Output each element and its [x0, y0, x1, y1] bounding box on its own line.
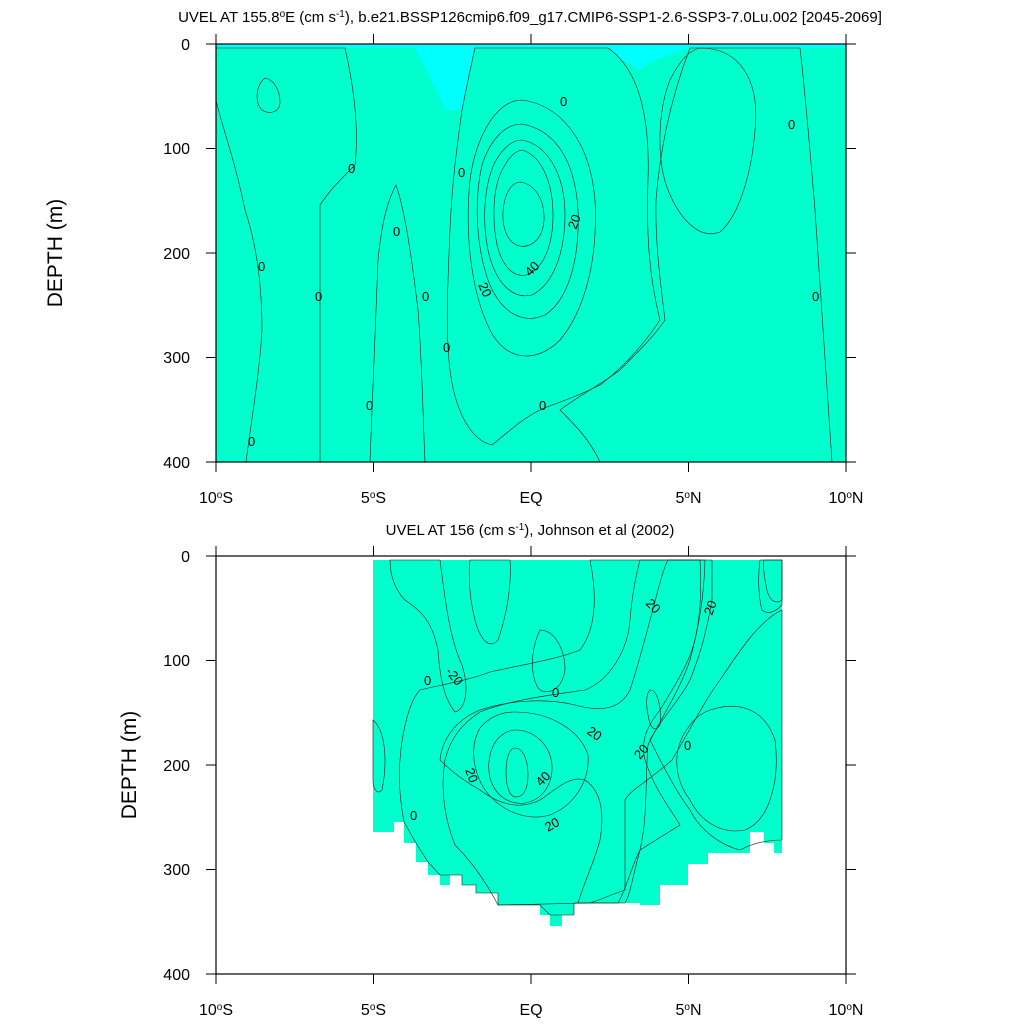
top-clabel-15: 0: [812, 289, 819, 304]
bot-clabel-1: 0: [424, 673, 431, 688]
bot-clabel-6: 20: [584, 723, 604, 744]
top-fill-0-10-mid: [369, 184, 426, 463]
top-ylabel-300: 300: [163, 350, 190, 367]
bot-clabel-9: 20: [542, 814, 562, 834]
top-clabel-1: 0: [258, 259, 265, 274]
top-clabel-11: 0: [788, 117, 795, 132]
top-fill-30-40: [484, 139, 566, 297]
top-clabel-9: 0: [539, 398, 546, 413]
top-clabel-2: 0: [315, 289, 322, 304]
top-y-tick-labels: 0 100 200 300 400: [163, 37, 190, 472]
top-clabel-7: 0: [443, 340, 450, 355]
top-ylabel-400: 400: [163, 455, 190, 472]
top-clabel-5: 0: [393, 224, 400, 239]
bottom-fill-lt-m20-eq: [532, 629, 566, 693]
bot-xlabel-10s: 10oS: [199, 1002, 233, 1020]
top-fill-0-10-east: [559, 47, 833, 463]
bot-xlabel-eq: EQ: [519, 1002, 542, 1019]
top-clabel-12: 20: [565, 212, 584, 231]
bot-ylabel-100: 100: [163, 653, 190, 670]
top-xlabel-10s: 10oS: [199, 490, 233, 508]
bottom-y-axis-title: DEPTH (m): [118, 711, 141, 820]
top-clabel-14: 20: [475, 280, 495, 299]
bottom-data-region: [373, 560, 782, 926]
top-xlabel-eq: EQ: [519, 490, 542, 507]
bot-ylabel-400: 400: [163, 967, 190, 984]
top-fill-10-20-blob: [256, 77, 281, 113]
bot-clabel-3: 0: [410, 808, 417, 823]
bot-clabel-5: 20: [701, 598, 720, 617]
top-clabel-0: 0: [248, 434, 255, 449]
bottom-ticks: [206, 546, 856, 984]
bottom-x-tick-labels: 10oS 5oS EQ 5oN 10oN: [199, 1002, 863, 1020]
top-fill-40-50: [493, 149, 554, 276]
top-x-tick-labels: 10oS 5oS EQ 5oN 10oN: [199, 490, 863, 508]
bottom-fill-20-30: [439, 559, 706, 904]
bottom-fill-30-40: [473, 711, 589, 818]
top-plot-area: 0 0 0 0 0 0 0 0 0 0 0 0 20 40 20 0: [215, 44, 846, 463]
bottom-panel: UVEL AT 156 (cm s-1), Johnson et al (200…: [118, 522, 863, 1020]
top-xlabel-5n: 5oN: [675, 490, 701, 508]
top-fill-20-30: [476, 123, 579, 319]
top-fill-0-10-main: [446, 47, 661, 446]
bottom-fill-0-10: [398, 559, 783, 906]
bot-ylabel-300: 300: [163, 862, 190, 879]
bot-xlabel-5n: 5oN: [675, 1002, 701, 1020]
bottom-plot-area: -20 0 0 0 20 20 20 20 20 20 40 0: [372, 559, 783, 926]
top-xlabel-10n: 10oN: [829, 490, 864, 508]
bottom-fill-gt-50: [505, 747, 529, 798]
top-ylabel-0: 0: [181, 37, 190, 54]
top-ticks: [206, 34, 856, 472]
top-chart-title: UVEL AT 155.8oE (cm s-1), b.e21.BSSP126c…: [178, 9, 882, 27]
bottom-chart-title: UVEL AT 156 (cm s-1), Johnson et al (200…: [386, 522, 675, 540]
bottom-fill-40-50: [488, 729, 553, 804]
bottom-y-tick-labels: 0 100 200 300 400: [163, 549, 190, 984]
top-fill-10-20-jet: [467, 99, 596, 357]
bot-clabel-8: 20: [462, 766, 481, 785]
bot-ylabel-200: 200: [163, 758, 190, 775]
bottom-fill-30-40-east: [646, 689, 661, 730]
bottom-fill-0-10-east-top: [758, 559, 783, 613]
top-panel: UVEL AT 155.8oE (cm s-1), b.e21.BSSP126c…: [44, 9, 882, 508]
top-clabel-3: 0: [348, 161, 355, 176]
top-clabel-8: 0: [458, 165, 465, 180]
bot-clabel-2: 0: [552, 685, 559, 700]
bot-xlabel-10n: 10oN: [829, 1002, 864, 1020]
top-y-axis-title: DEPTH (m): [44, 199, 67, 308]
top-clabel-4: 0: [366, 398, 373, 413]
top-xlabel-5s: 5oS: [361, 490, 386, 508]
bot-clabel-11: 0: [684, 738, 691, 753]
top-fill-10-20-east-inner: [659, 47, 757, 234]
top-clabel-10: 0: [560, 94, 567, 109]
top-clabel-6: 0: [422, 289, 429, 304]
bot-xlabel-5s: 5oS: [361, 1002, 386, 1020]
top-fill-0-10-west: [215, 47, 357, 463]
top-ylabel-200: 200: [163, 246, 190, 263]
bottom-fill-20-30-ne: [763, 559, 783, 603]
top-ylabel-100: 100: [163, 141, 190, 158]
bottom-fill-lt-m20-sw: [372, 719, 386, 793]
top-fill-gt-50: [502, 181, 545, 247]
top-fill-m20-0: [216, 44, 846, 462]
bot-ylabel-0: 0: [181, 549, 190, 566]
bottom-fill-10-20: [442, 559, 702, 916]
bottom-fill-lt-m20-center: [468, 559, 511, 645]
bottom-fill-m20-0-east: [676, 706, 777, 832]
bottom-fill-lt-m20-west: [389, 559, 467, 713]
